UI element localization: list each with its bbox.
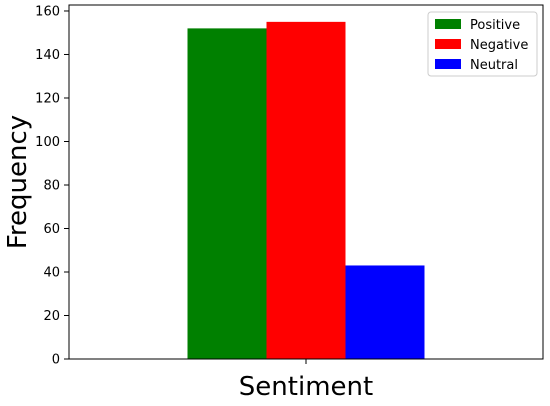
legend-swatch-negative (435, 39, 461, 49)
y-tick-label-80: 80 (43, 178, 60, 193)
legend-label-negative: Negative (470, 38, 528, 53)
bar-negative (266, 21, 346, 359)
legend-swatch-positive (435, 19, 461, 29)
y-tick-label-20: 20 (43, 309, 60, 324)
x-axis-label: Sentiment (239, 372, 373, 402)
y-tick-label-40: 40 (43, 265, 60, 280)
bar-neutral (345, 265, 425, 359)
legend: Positive Negative Neutral (427, 11, 538, 77)
y-tick-label-120: 120 (35, 91, 60, 106)
legend-swatch-neutral (435, 59, 461, 69)
y-tick-label-60: 60 (43, 222, 60, 237)
y-tick-label-100: 100 (35, 135, 60, 150)
y-tick-label-0: 0 (52, 353, 60, 368)
y-tick-label-160: 160 (35, 4, 60, 19)
y-axis: 0 20 40 60 80 100 120 140 160 (35, 4, 69, 368)
legend-label-positive: Positive (470, 18, 520, 33)
bar-positive (187, 28, 267, 360)
legend-label-neutral: Neutral (470, 58, 518, 73)
bars-layer (187, 21, 425, 360)
y-axis-label: Frequency (3, 115, 33, 249)
y-tick-label-140: 140 (35, 48, 60, 63)
